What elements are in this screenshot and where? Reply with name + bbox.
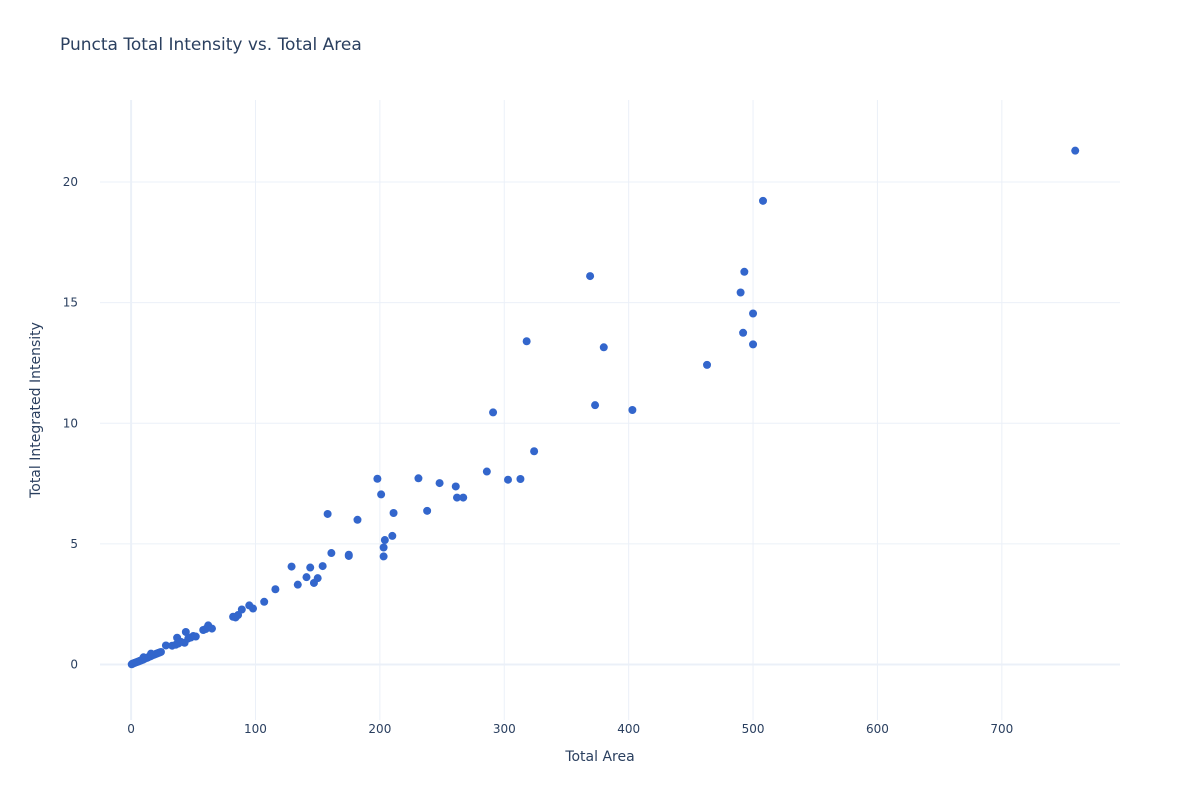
- scatter-point: [380, 536, 389, 545]
- scatter-point: [736, 288, 745, 297]
- data-points: [127, 146, 1080, 669]
- x-tick-label: 100: [244, 722, 267, 736]
- y-tick-label: 20: [63, 175, 78, 189]
- scatter-point: [388, 531, 397, 540]
- scatter-point: [586, 272, 595, 281]
- y-tick-label: 10: [63, 416, 78, 430]
- scatter-point: [237, 605, 246, 614]
- scatter-point: [739, 328, 748, 337]
- x-tick-label: 500: [742, 722, 765, 736]
- scatter-point: [287, 562, 296, 571]
- scatter-point: [327, 549, 336, 558]
- scatter-point: [147, 649, 155, 658]
- scatter-point: [181, 627, 190, 636]
- scatter-point: [161, 641, 170, 650]
- scatter-point: [591, 401, 600, 410]
- x-axis-title: Total Area: [564, 749, 634, 765]
- scatter-point: [249, 604, 257, 613]
- y-tick-label: 0: [70, 658, 78, 672]
- scatter-point: [139, 653, 148, 662]
- x-tick-label: 0: [127, 722, 135, 736]
- scatter-point: [313, 574, 322, 583]
- grid-lines: [100, 100, 1120, 720]
- scatter-point: [207, 624, 216, 633]
- scatter-point: [482, 467, 491, 476]
- scatter-point: [459, 493, 468, 502]
- scatter-point: [504, 475, 512, 484]
- scatter-point: [414, 474, 423, 483]
- scatter-point: [353, 515, 362, 524]
- scatter-point: [1071, 146, 1080, 155]
- scatter-point: [379, 552, 388, 561]
- scatter-point: [749, 309, 758, 318]
- scatter-point: [423, 506, 432, 515]
- scatter-point: [377, 490, 386, 499]
- scatter-point: [522, 337, 531, 346]
- scatter-point: [379, 543, 388, 552]
- scatter-point: [306, 563, 315, 572]
- y-tick-label: 5: [70, 537, 78, 551]
- scatter-point: [453, 493, 461, 502]
- chart-title: Puncta Total Intensity vs. Total Area: [60, 35, 362, 55]
- x-tick-label: 700: [990, 722, 1013, 736]
- scatter-point: [749, 340, 758, 349]
- scatter-point: [318, 562, 327, 571]
- scatter-point: [271, 585, 280, 594]
- scatter-point: [260, 597, 269, 606]
- y-axis-title: Total Integrated Intensity: [28, 322, 44, 499]
- scatter-point: [344, 550, 353, 559]
- x-tick-label: 600: [866, 722, 889, 736]
- scatter-point: [759, 196, 767, 205]
- scatter-point: [628, 406, 637, 414]
- y-tick-label: 15: [63, 296, 78, 310]
- scatter-point: [516, 474, 525, 483]
- scatter-point: [302, 573, 311, 582]
- x-tick-label: 200: [368, 722, 391, 736]
- scatter-point: [191, 632, 200, 641]
- x-tick-label: 400: [617, 722, 640, 736]
- scatter-point: [435, 479, 444, 488]
- scatter-point: [373, 474, 382, 483]
- scatter-point: [156, 647, 165, 656]
- x-tick-label: 300: [493, 722, 516, 736]
- scatter-point: [389, 509, 398, 518]
- scatter-point: [599, 343, 608, 352]
- scatter-point: [740, 267, 749, 276]
- scatter-point: [293, 580, 302, 589]
- tick-labels: 0 100 200 300 400 500 600 700 0 5 10 15 20: [63, 175, 1014, 736]
- scatter-point: [323, 509, 332, 518]
- scatter-point: [451, 482, 460, 491]
- scatter-point: [530, 447, 539, 456]
- scatter-point: [703, 360, 712, 369]
- scatter-point: [489, 408, 498, 417]
